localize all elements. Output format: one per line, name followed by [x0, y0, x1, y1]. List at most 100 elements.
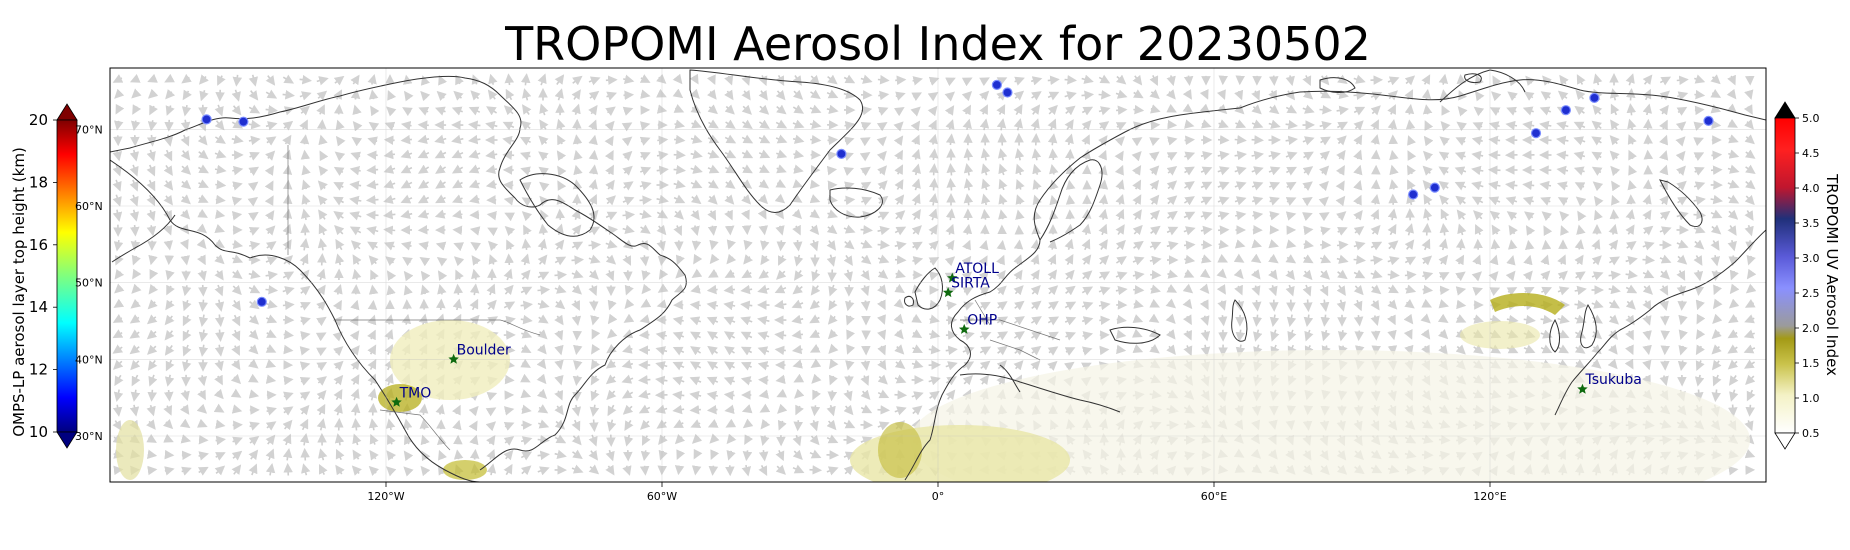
wind-arrow [859, 137, 871, 147]
wind-arrow [129, 224, 140, 237]
wind-arrow [115, 103, 125, 115]
wind-arrow [1184, 119, 1195, 129]
wind-arrow [1149, 89, 1160, 100]
wind-arrow [131, 120, 141, 131]
wind-arrow [911, 134, 920, 146]
wind-arrow [1199, 89, 1209, 100]
left-colorbar-top-extension [56, 103, 78, 121]
wind-arrow [1628, 149, 1637, 161]
wind-arrow [488, 73, 498, 85]
wind-arrow [605, 75, 618, 85]
wind-arrow [706, 404, 718, 415]
wind-arrow [1438, 73, 1449, 85]
wind-arrow [1711, 270, 1722, 282]
wind-arrow [1098, 106, 1111, 116]
wind-arrow [1370, 91, 1383, 101]
wind-arrow [1458, 89, 1468, 101]
wind-arrow [215, 194, 226, 205]
wind-arrow [1098, 135, 1108, 146]
wind-arrow [1319, 89, 1332, 99]
wind-arrow [708, 119, 719, 129]
wind-arrow [1131, 151, 1142, 162]
wind-arrow [232, 74, 243, 87]
wind-arrow [1610, 103, 1620, 116]
wind-arrow [264, 165, 275, 176]
wind-arrow [860, 225, 873, 235]
wind-arrow [502, 135, 515, 146]
wind-arrow [1625, 73, 1635, 86]
wind-arrow [214, 134, 226, 144]
wind-arrow [198, 149, 209, 160]
wind-arrow [689, 88, 700, 100]
wind-arrow [672, 88, 684, 99]
wind-arrow [132, 104, 142, 115]
wind-arrow [335, 119, 345, 131]
wind-arrow [417, 134, 430, 145]
wind-arrow [368, 402, 378, 416]
wind-arrow [1013, 90, 1025, 101]
wind-arrow [316, 104, 325, 115]
wind-arrow [1234, 134, 1247, 145]
omps-lp-point [1560, 105, 1572, 116]
x-tick-label: 60°E [1201, 490, 1227, 503]
wind-arrow [557, 134, 566, 146]
wind-arrow [1268, 150, 1281, 161]
wind-arrow [979, 90, 990, 101]
wind-arrow [333, 166, 345, 176]
omps-lp-point [201, 114, 212, 125]
wind-arrow [1303, 299, 1313, 313]
wind-arrow [1404, 270, 1417, 281]
wind-arrow [1302, 104, 1315, 114]
wind-arrow [265, 121, 278, 131]
wind-arrow [1081, 106, 1094, 116]
wind-arrow [1149, 137, 1160, 147]
wind-arrow [283, 375, 294, 386]
wind-arrow [1065, 194, 1076, 205]
wind-arrow [775, 89, 786, 101]
wind-arrow [1115, 89, 1128, 99]
wind-arrow [451, 106, 463, 116]
wind-arrow [639, 465, 650, 476]
wind-arrow [386, 106, 397, 117]
wind-arrow [1234, 150, 1247, 161]
wind-arrow [639, 195, 653, 205]
right-colorbar-tick-label: 2.5 [1802, 287, 1820, 300]
latitude-label: 60°N [75, 200, 103, 213]
wind-arrow [451, 134, 464, 145]
wind-arrow [1694, 74, 1706, 84]
wind-arrow [1404, 75, 1416, 86]
wind-arrow [350, 74, 360, 86]
wind-arrow [1456, 74, 1467, 85]
wind-arrow [1047, 104, 1058, 116]
wind-arrow [217, 75, 226, 86]
wind-arrow [893, 107, 905, 117]
wind-arrow [1047, 75, 1060, 86]
wind-arrow [1285, 75, 1295, 87]
wind-arrow [672, 73, 683, 85]
wind-arrow [860, 74, 873, 84]
wind-arrow [1542, 75, 1552, 86]
wind-arrow [843, 89, 856, 99]
right-colorbar-label: TROPOMI UV Aerosol Index [1823, 173, 1841, 376]
wind-arrow [485, 120, 498, 131]
right-colorbar-tick-label: 1.5 [1802, 357, 1820, 370]
wind-arrow [572, 134, 583, 145]
wind-arrow [928, 177, 939, 191]
wind-arrow [1506, 106, 1517, 116]
wind-arrow [1319, 120, 1332, 131]
wind-arrow [1675, 121, 1687, 132]
wind-arrow [571, 103, 581, 116]
wind-arrow [1114, 150, 1124, 162]
wind-arrow [946, 163, 957, 176]
wind-arrow [1659, 76, 1672, 86]
wind-arrow [114, 120, 124, 131]
wind-arrow [758, 134, 771, 144]
omps-lp-point [1429, 182, 1440, 193]
right-colorbar-tick-label: 4.5 [1802, 147, 1820, 160]
wind-arrow [589, 419, 599, 433]
wind-arrow [588, 240, 602, 251]
wind-arrow [129, 164, 139, 177]
wind-arrow [1218, 119, 1229, 129]
x-axis: 120°W 60°W 0° 60°E 120°E [367, 482, 1507, 503]
wind-arrow [538, 151, 549, 161]
